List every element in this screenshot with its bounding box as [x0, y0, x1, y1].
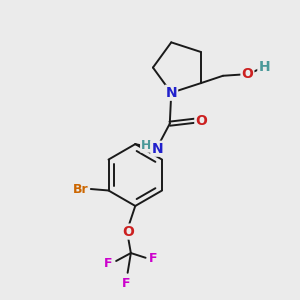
Text: N: N: [165, 86, 177, 100]
Text: O: O: [195, 114, 207, 128]
Text: H: H: [141, 139, 152, 152]
Text: H: H: [258, 60, 270, 74]
Text: Br: Br: [73, 182, 88, 196]
Text: F: F: [122, 277, 131, 290]
Text: O: O: [122, 225, 134, 238]
Text: N: N: [151, 142, 163, 156]
Text: O: O: [242, 67, 253, 81]
Text: F: F: [149, 252, 158, 266]
Text: F: F: [104, 257, 112, 270]
